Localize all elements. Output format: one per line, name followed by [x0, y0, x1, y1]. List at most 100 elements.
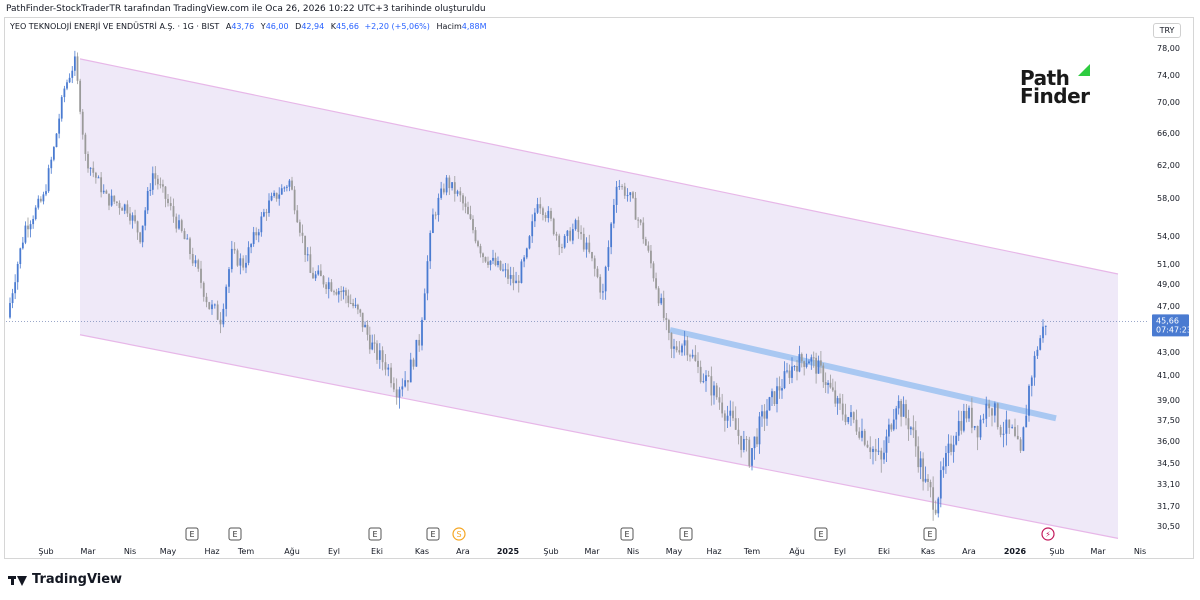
candle-body — [808, 361, 810, 364]
event-marker[interactable]: E — [368, 527, 382, 541]
event-marker[interactable]: ⚡ — [1041, 527, 1055, 541]
candle-body — [973, 426, 976, 428]
candle-body — [968, 407, 970, 419]
candle-body — [729, 410, 732, 416]
watermark-line1: Path — [1020, 66, 1070, 90]
candle-body — [793, 365, 796, 367]
candle-body — [494, 257, 497, 266]
y-tick-label: 49,00 — [1157, 280, 1180, 289]
candle-body — [718, 397, 721, 403]
candle-body — [880, 450, 883, 460]
candle-body — [418, 339, 421, 346]
event-marker-label: E — [927, 530, 932, 539]
x-tick-label: Nis — [124, 547, 136, 556]
candle-body — [723, 413, 726, 421]
event-marker[interactable]: S — [452, 527, 466, 541]
candle-body — [242, 258, 245, 268]
candle-body — [934, 509, 937, 514]
tradingview-logo-icon — [8, 574, 28, 586]
candle-body — [144, 210, 147, 226]
candle-body — [528, 236, 531, 249]
event-marker[interactable]: E — [814, 527, 828, 541]
candle-body — [783, 371, 786, 389]
y-tick-label: 43,00 — [1157, 348, 1180, 357]
y-tick-label: 31,70 — [1157, 502, 1180, 511]
candle-body — [761, 411, 763, 417]
candle-body — [610, 223, 613, 248]
event-marker[interactable]: E — [679, 527, 693, 541]
candle-body — [831, 387, 834, 391]
symbol-name[interactable]: YEO TEKNOLOJİ ENERJİ VE ENDÜSTRİ A.Ş. · … — [10, 22, 220, 31]
candle-body — [108, 193, 110, 206]
candle-body — [191, 253, 194, 264]
event-marker[interactable]: E — [228, 527, 242, 541]
candle-body — [588, 242, 591, 253]
candle-body — [591, 252, 593, 259]
candle-body — [655, 278, 657, 289]
channel-fill — [80, 58, 1118, 539]
candle-body — [123, 204, 126, 211]
candle-body — [1022, 427, 1025, 451]
candle-body — [657, 288, 660, 304]
pathfinder-watermark: Path Finder — [1016, 62, 1096, 112]
candle-body — [1014, 426, 1016, 436]
candle-body — [937, 498, 940, 514]
candle-body — [585, 242, 588, 250]
candle-body — [962, 410, 965, 431]
x-tick-label: Mar — [80, 547, 96, 556]
candle-body — [445, 177, 448, 193]
candle-body — [810, 357, 813, 362]
candle-body — [555, 234, 558, 236]
candle-body — [437, 197, 440, 216]
candle-body — [602, 291, 604, 293]
candle-body — [118, 202, 121, 209]
candle-body — [252, 232, 255, 245]
candle-body — [822, 365, 825, 383]
candle-body — [786, 370, 788, 372]
candle-body — [927, 478, 929, 482]
candle-body — [239, 258, 242, 266]
y-tick-label: 34,50 — [1157, 459, 1180, 468]
candle-body — [319, 270, 322, 277]
event-marker-label: E — [189, 530, 194, 539]
candle-body — [257, 232, 260, 236]
candle-body — [517, 280, 520, 283]
candle-body — [477, 241, 479, 247]
candle-body — [922, 458, 925, 482]
candle-body — [912, 427, 915, 431]
event-marker[interactable]: E — [426, 527, 440, 541]
event-marker[interactable]: E — [185, 527, 199, 541]
candle-body — [531, 221, 534, 237]
candle-body — [957, 421, 960, 436]
candle-body — [296, 210, 299, 223]
event-marker-badge — [620, 527, 634, 541]
candle-body — [172, 206, 175, 217]
event-marker-label: E — [232, 530, 237, 539]
y-tick-label: 62,00 — [1157, 161, 1180, 170]
candle-body — [515, 280, 517, 284]
candle-body — [550, 210, 552, 219]
candle-body — [776, 386, 778, 404]
candles — [9, 50, 1047, 521]
candle-body — [66, 82, 68, 89]
x-tick-label: Haz — [204, 547, 219, 556]
candle-body — [734, 418, 737, 430]
candle-body — [131, 215, 134, 221]
candle-body — [877, 450, 880, 452]
event-marker[interactable]: E — [620, 527, 634, 541]
currency-badge[interactable]: TRY — [1153, 23, 1181, 38]
event-marker-label: E — [683, 530, 688, 539]
candle-body — [482, 253, 484, 258]
event-marker[interactable]: E — [923, 527, 937, 541]
y-tick-label: 74,00 — [1157, 71, 1180, 80]
chart-attribution: PathFinder-StockTraderTR tarafından Trad… — [6, 4, 486, 14]
tradingview-wordmark: TradingView — [32, 572, 123, 587]
low-label: D — [295, 22, 302, 31]
candle-body — [230, 248, 233, 270]
candle-body — [571, 229, 574, 241]
tradingview-brand[interactable]: TradingView — [8, 572, 122, 587]
candle-body — [432, 214, 434, 233]
resistance-trendline — [669, 327, 1057, 422]
candle-body — [637, 219, 640, 221]
